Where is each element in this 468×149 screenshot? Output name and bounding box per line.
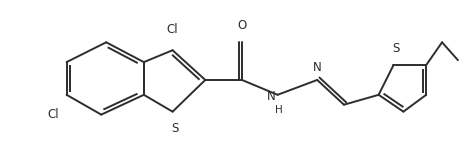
Text: N: N bbox=[313, 61, 322, 74]
Text: S: S bbox=[171, 122, 178, 135]
Text: O: O bbox=[237, 19, 247, 32]
Text: H: H bbox=[275, 105, 283, 115]
Text: N: N bbox=[267, 90, 276, 103]
Text: Cl: Cl bbox=[47, 108, 58, 121]
Text: Cl: Cl bbox=[167, 23, 178, 36]
Text: S: S bbox=[392, 42, 399, 55]
